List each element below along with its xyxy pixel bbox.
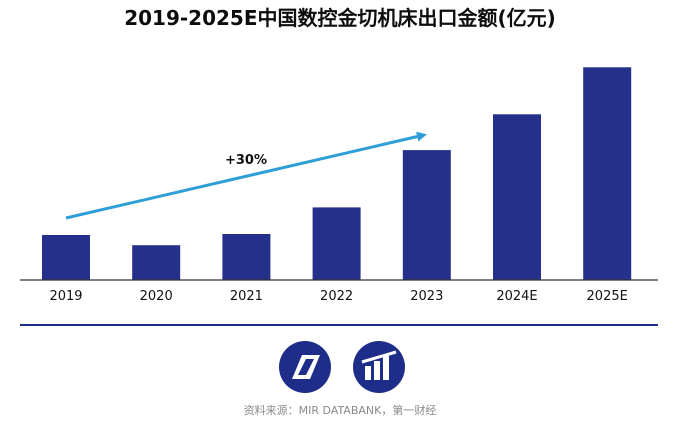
growth-arrow xyxy=(65,131,427,220)
logo-group xyxy=(279,341,405,393)
bar-chart: 2019 2020 2021 2022 2023 2024E 2025E +30% xyxy=(20,67,658,304)
tick-label-2024E: 2024E xyxy=(496,289,537,304)
tick-label-2025E: 2025E xyxy=(587,289,628,304)
source-text: 资料来源：MIR DATABANK，第一财经 xyxy=(243,404,437,417)
tick-label-2019: 2019 xyxy=(49,289,82,304)
tick-label-2023: 2023 xyxy=(410,289,443,304)
chart-title: 2019-2025E中国数控金切机床出口金额(亿元) xyxy=(124,6,556,30)
tick-label-2020: 2020 xyxy=(140,289,173,304)
tick-label-2021: 2021 xyxy=(230,289,263,304)
bar-2020 xyxy=(132,245,181,280)
tick-label-2022: 2022 xyxy=(320,289,353,304)
bar-2023 xyxy=(402,150,451,280)
bar-2024E xyxy=(493,114,541,280)
bar-2022 xyxy=(312,207,361,280)
footer-divider xyxy=(20,324,658,326)
bar-2021 xyxy=(222,234,271,280)
bar-2019 xyxy=(42,235,90,280)
growth-label: +30% xyxy=(225,153,267,168)
bar-2025E xyxy=(583,67,632,280)
databank-logo-icon xyxy=(353,341,405,393)
mir-logo-icon xyxy=(279,341,331,393)
